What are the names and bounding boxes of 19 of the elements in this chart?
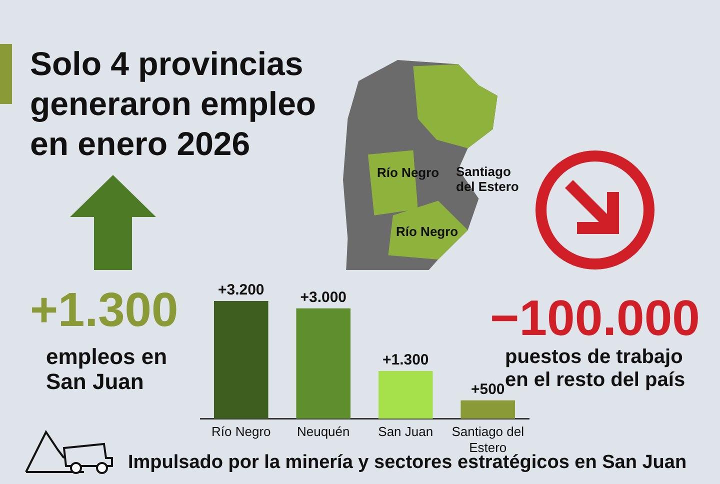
data-label: +500 [470,381,505,398]
text: +1.300 [30,284,178,337]
data-label: +1.300 [382,352,429,369]
text: Impulsado por la minería y sectores estratégicos en San Juan [128,452,688,474]
bar [214,301,268,419]
bar [460,400,515,419]
x-tick-label: Neuquén [296,424,350,440]
x-tick-label: San Juan [378,424,434,440]
bar [296,308,351,419]
data-label: +3.000 [300,289,347,306]
text: Río Negro [396,224,460,240]
annotation: puestos de trabajo en el resto del país [505,346,686,392]
text: empleos en San Juan [46,344,168,395]
x-tick-label: Santiago del Estero [452,424,524,455]
bar [378,370,433,419]
annotation: −100.000 [490,290,701,348]
chart-title: Solo 4 provincias generaron empleo en enero 2026 [30,44,318,164]
data-label: +3.200 [218,282,264,299]
x-tick-label: Río Negro [212,424,271,440]
